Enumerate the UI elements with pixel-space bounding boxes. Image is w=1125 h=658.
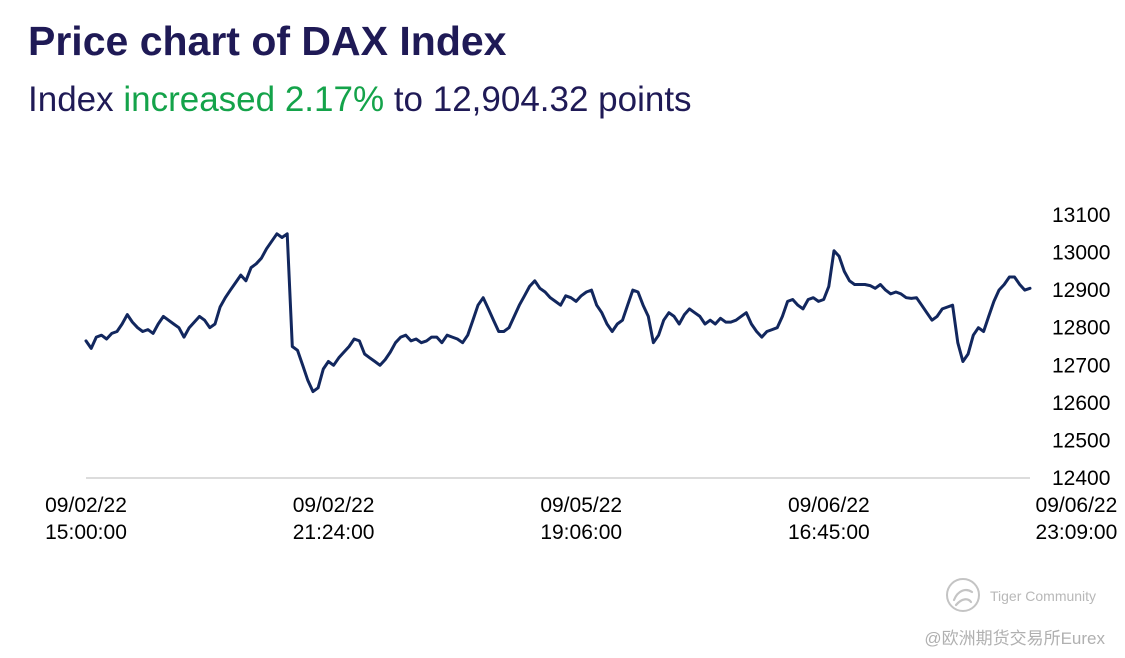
chart-title: Price chart of DAX Index bbox=[28, 18, 507, 64]
chart-subtitle: Index increased 2.17% to 12,904.32 point… bbox=[28, 80, 692, 120]
x-tick-label-time: 19:06:00 bbox=[540, 521, 622, 544]
x-tick-label-date: 09/06/22 bbox=[788, 494, 870, 517]
x-tick-label-date: 09/06/22 bbox=[1036, 494, 1118, 517]
y-tick-label: 13100 bbox=[1052, 204, 1110, 227]
y-tick-label: 12700 bbox=[1052, 354, 1110, 377]
x-tick-label-date: 09/02/22 bbox=[293, 494, 375, 517]
x-tick-label-date: 09/02/22 bbox=[45, 494, 127, 517]
y-tick-label: 12500 bbox=[1052, 429, 1110, 452]
subtitle-change-highlight: increased 2.17% bbox=[123, 80, 385, 119]
y-tick-label: 13000 bbox=[1052, 242, 1110, 265]
watermark: Tiger Community bbox=[944, 576, 1114, 616]
x-axis: 09/02/22 15:00:00 09/02/22 21:24:00 09/05/22… bbox=[45, 494, 1118, 544]
y-axis: 13100 13000 12900 12800 12700 12600 12500 12400 bbox=[1052, 204, 1110, 490]
y-tick-label: 12600 bbox=[1052, 392, 1110, 415]
watermark-text: Tiger Community bbox=[990, 588, 1097, 604]
y-tick-label: 12400 bbox=[1052, 467, 1110, 490]
x-tick-label-time: 15:00:00 bbox=[45, 521, 127, 544]
subtitle-suffix: to 12,904.32 points bbox=[384, 80, 692, 119]
x-tick-label-time: 23:09:00 bbox=[1036, 521, 1118, 544]
tiger-logo-icon bbox=[946, 578, 980, 612]
x-tick-label-time: 21:24:00 bbox=[293, 521, 375, 544]
x-tick-label-date: 09/05/22 bbox=[540, 494, 622, 517]
y-tick-label: 12900 bbox=[1052, 279, 1110, 302]
x-tick-label-time: 16:45:00 bbox=[788, 521, 870, 544]
subtitle-prefix: Index bbox=[28, 80, 124, 119]
series-line-dax bbox=[84, 232, 1032, 394]
source-credit: @欧洲期货交易所Eurex bbox=[924, 629, 1105, 648]
y-tick-label: 12800 bbox=[1052, 317, 1110, 340]
